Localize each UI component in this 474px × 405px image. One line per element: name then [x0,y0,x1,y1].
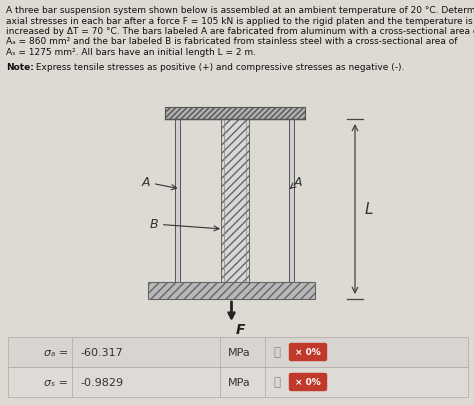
Text: ⓘ: ⓘ [273,345,281,358]
Bar [290,120,294,282]
Text: A: A [142,176,176,190]
Text: -60.317: -60.317 [80,347,123,357]
Text: Aₐ = 860 mm² and the bar labeled B is fabricated from stainless steel with a cro: Aₐ = 860 mm² and the bar labeled B is fa… [6,37,457,47]
Text: × 0%: × 0% [295,347,321,357]
Text: A three bar suspension system shown below is assembled at an ambient temperature: A three bar suspension system shown belo… [6,6,474,15]
Text: increased by ΔT = 70 °C. The bars labeled A are fabricated from aluminum with a : increased by ΔT = 70 °C. The bars labele… [6,27,474,36]
Bar [8,367,468,397]
Text: Express tensile stresses as positive (+) and compressive stresses as negative (-: Express tensile stresses as positive (+)… [33,62,404,71]
Text: Aₛ = 1275 mm². All bars have an initial length L = 2 m.: Aₛ = 1275 mm². All bars have an initial … [6,48,256,57]
Bar [221,120,249,282]
Text: -0.9829: -0.9829 [80,377,123,387]
Bar [165,108,305,120]
Text: σₐ =: σₐ = [44,347,68,357]
Text: MPa: MPa [228,377,251,387]
FancyBboxPatch shape [290,373,327,390]
Text: × 0%: × 0% [295,377,321,386]
Bar [8,337,468,367]
Text: L: L [365,202,374,217]
Text: σₛ =: σₛ = [44,377,68,387]
Text: A: A [291,176,302,189]
Bar [175,120,181,282]
Text: MPa: MPa [228,347,251,357]
FancyBboxPatch shape [290,344,327,360]
Bar [148,282,315,299]
Text: ⓘ: ⓘ [273,375,281,388]
Text: F: F [236,322,245,336]
Text: Note:: Note: [6,62,34,71]
Text: B: B [149,218,219,231]
Text: axial stresses in each bar after a force F = 105 kN is applied to the rigid plat: axial stresses in each bar after a force… [6,17,473,26]
